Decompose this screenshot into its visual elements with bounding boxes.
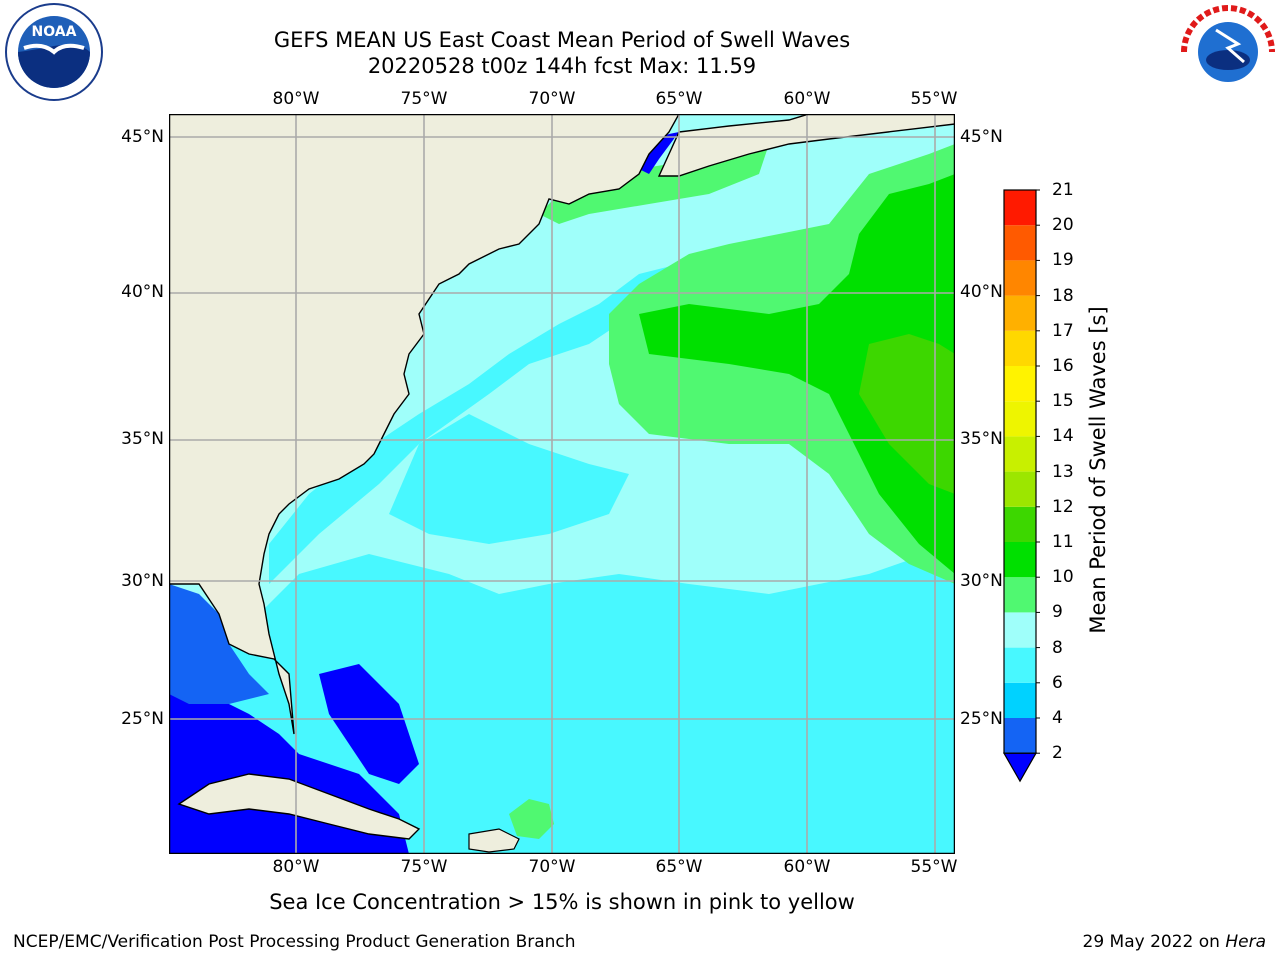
noaa-logo-text: NOAA [32,24,77,40]
lat-tick-left: 35°N [121,429,164,449]
map-frame [169,114,955,854]
colorbar-tick-label: 19 [1052,250,1074,271]
lon-tick-top: 55°W [910,89,958,109]
credit-date: 29 May 2022 on Hera [1083,932,1267,952]
colorbar [1002,189,1040,783]
nws-logo [1180,4,1276,100]
lat-tick-left: 25°N [121,709,164,729]
field-11-12-core [859,334,955,494]
land-nova-scotia [657,114,955,177]
noaa-logo: NOAA [5,3,103,101]
colorbar-tick-label: 2 [1052,743,1063,764]
colorbar-segment [1004,295,1036,331]
credit-branch: NCEP/EMC/Verification Post Processing Pr… [13,932,576,952]
colorbar-segment [1004,190,1036,226]
map-title: GEFS MEAN US East Coast Mean Period of S… [273,28,851,52]
swell-period-map [169,114,955,854]
lon-tick-bottom: 55°W [910,857,958,877]
colorbar-tick-label: 10 [1052,567,1074,588]
field-6-8-south [169,544,955,854]
lon-tick-top: 65°W [655,89,703,109]
colorbar-under-arrow [1002,752,1038,783]
field-2-4-bahamas [319,664,419,784]
land-hispaniola [468,828,520,853]
lat-tick-left: 30°N [121,571,164,591]
lon-tick-top: 70°W [528,89,576,109]
colorbar-segment [1004,401,1036,437]
colorbar-tick-label: 4 [1052,708,1063,728]
colorbar-segment [1004,506,1036,542]
colorbar-tick-label: 15 [1052,391,1074,412]
colorbar-segment [1004,718,1036,754]
credit-machine: Hera [1225,932,1266,952]
lon-tick-top: 60°W [783,89,831,109]
colorbar-segment [1004,260,1036,296]
colorbar-segment [1004,436,1036,472]
credit-date-text: 29 May 2022 on [1082,932,1226,952]
lon-tick-top: 75°W [400,89,448,109]
colorbar-segment [1004,471,1036,507]
lon-tick-bottom: 65°W [655,857,703,877]
colorbar-segment [1004,647,1036,683]
colorbar-tick-label: 14 [1052,426,1074,447]
lat-tick-right: 30°N [960,571,1003,591]
colorbar-segment [1004,542,1036,578]
lon-tick-bottom: 60°W [783,857,831,877]
sea-ice-note: Sea Ice Concentration > 15% is shown in … [269,890,855,914]
colorbar-title: Mean Period of Swell Waves [s] [1086,306,1110,634]
colorbar-tick-label: 8 [1052,637,1063,658]
lon-tick-bottom: 75°W [400,857,448,877]
colorbar-segment [1004,612,1036,648]
colorbar-tick-label: 12 [1052,496,1074,517]
lon-tick-bottom: 80°W [272,857,320,877]
colorbar-tick-label: 18 [1052,285,1074,306]
field-10-11-core [639,174,955,574]
lon-tick-bottom: 70°W [528,857,576,877]
colorbar-tick-label: 20 [1052,215,1074,236]
graticule [169,114,955,854]
colorbar-tick-label: 9 [1052,602,1063,623]
land-cuba [177,773,421,840]
lat-tick-right: 45°N [960,127,1003,147]
field-2-4-gulf [169,584,269,704]
lon-tick-top: 80°W [272,89,320,109]
colorbar-tick-label: 6 [1052,672,1063,693]
colorbar-segment [1004,225,1036,261]
colorbar-segment [1004,577,1036,613]
lat-tick-left: 45°N [121,127,164,147]
colorbar-segment [1004,330,1036,366]
colorbar-tick-label: 21 [1052,180,1074,200]
colorbar-tick-label: 13 [1052,461,1074,482]
lat-tick-right: 35°N [960,429,1003,449]
colorbar-tick-label: 16 [1052,356,1074,376]
colorbar-tick-label: 17 [1052,320,1074,341]
colorbar-tick-label: 11 [1052,532,1074,552]
field-6-8-mid [389,414,629,544]
colorbar-segment [1004,682,1036,718]
field-9-10-hispaniola [509,799,554,839]
map-subtitle: 20220528 t00z 144h fcst Max: 11.59 [367,54,757,78]
lat-tick-right: 40°N [960,282,1003,302]
colorbar-segment [1004,366,1036,402]
lat-tick-left: 40°N [121,282,164,302]
lat-tick-right: 25°N [960,709,1003,729]
